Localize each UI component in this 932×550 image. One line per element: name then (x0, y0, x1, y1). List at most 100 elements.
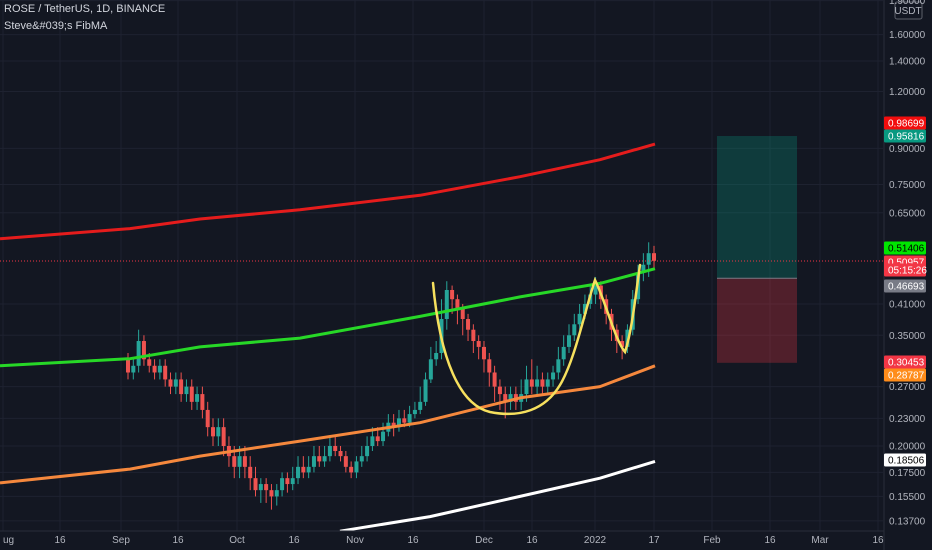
candle-body (343, 456, 348, 467)
upper-ma-tag (884, 116, 926, 130)
upper-ma-tag-text: 0.98699 (888, 119, 925, 130)
time-tick-label: 16 (54, 535, 66, 546)
candle-body (545, 379, 550, 387)
tp-tag (884, 129, 926, 143)
candle-body (173, 379, 178, 387)
currency-label: USDT (894, 6, 921, 17)
time-tick-label: Dec (475, 535, 493, 546)
time-tick-label: 16 (407, 535, 419, 546)
price-tick-label: 0.75000 (889, 180, 926, 191)
time-axis[interactable]: ug 16 Sep 16 Oct 16 Nov 16 Dec 16 2022 17 Feb 16 Mar 16 (0, 530, 884, 550)
price-tick-label: 0.20000 (889, 442, 926, 453)
time-tick-label: Mar (811, 535, 829, 546)
white-ma-tag-text: 0.18506 (888, 456, 925, 467)
time-tick-label: Nov (346, 535, 364, 546)
candle-body (497, 386, 502, 395)
candle-body (184, 386, 189, 395)
time-tick-label: Sep (112, 535, 130, 546)
orange-ma-line (0, 364, 656, 485)
long-position-tool[interactable] (717, 136, 797, 363)
candle-body (126, 359, 130, 373)
candle-body (450, 290, 455, 300)
white-ma-tag (884, 453, 926, 467)
time-tick-label: 16 (288, 535, 300, 546)
candle-body (471, 329, 476, 342)
candle-body (179, 379, 184, 395)
fib-ma-lines (0, 142, 656, 533)
price-tick-label: 1.40000 (889, 57, 926, 68)
entry-tag-text: 0.46693 (888, 282, 925, 293)
price-tick-label: 0.35000 (889, 331, 926, 342)
currency-badge[interactable] (894, 1, 923, 20)
cup-handle-curve[interactable] (431, 263, 642, 416)
candle-body (237, 456, 242, 467)
time-tick-label: 16 (764, 535, 776, 546)
sl-tag (884, 355, 926, 369)
time-axis-bg (0, 531, 884, 550)
candle-body (136, 341, 141, 366)
candle-body (620, 341, 625, 347)
candlestick-series (126, 242, 656, 510)
price-tick-label: 1.60000 (889, 30, 926, 41)
candle-body (396, 418, 401, 428)
candle-body (407, 414, 412, 423)
profit-zone[interactable] (717, 136, 797, 279)
candle-body (311, 456, 316, 467)
candle-body (365, 446, 370, 457)
candle-body (455, 299, 460, 309)
price-tick-label: 0.90000 (889, 144, 926, 155)
candle-body (285, 478, 290, 485)
time-tick-label: Feb (703, 535, 721, 546)
candle-body (460, 308, 465, 320)
candle-body (535, 379, 540, 387)
candle-body (423, 379, 428, 402)
candle-body (359, 456, 364, 462)
time-tick-label: 17 (648, 535, 660, 546)
candle-body (593, 285, 598, 295)
candle-body (322, 456, 327, 462)
green-ma-tag (884, 241, 926, 255)
candle-body (381, 431, 386, 442)
indicator-label[interactable]: Steve&#039;s FibMA (4, 20, 108, 32)
last-price-tag-text: 0.50957 (888, 258, 925, 269)
countdown-tag (884, 263, 926, 277)
candle-body (492, 372, 497, 387)
candle-body (481, 346, 486, 360)
price-tick-label: 0.13700 (889, 516, 926, 527)
time-tick-label: Oct (229, 535, 245, 546)
candle-body (370, 436, 375, 446)
candle-body (200, 394, 205, 410)
candle-body (131, 365, 136, 373)
candle-body (524, 379, 529, 395)
candle-body (503, 394, 508, 402)
candle-body (157, 365, 162, 373)
candle-body (572, 324, 577, 336)
candle-body (274, 490, 279, 497)
time-tick-label: ug (3, 535, 14, 546)
candle-body (301, 466, 306, 473)
orange-ma-tag-text: 0.28787 (888, 371, 925, 382)
price-tick-label: 0.15500 (889, 492, 926, 503)
time-tick-label: 16 (526, 535, 538, 546)
candle-body (269, 490, 274, 497)
price-tick-label: 0.17500 (889, 468, 926, 479)
candle-body (141, 341, 146, 360)
candle-body (280, 478, 285, 491)
candle-body (168, 379, 173, 387)
sl-tag-text: 0.30453 (888, 358, 925, 369)
candle-body (147, 359, 152, 366)
candle-body (242, 456, 247, 467)
candle-body (402, 418, 407, 423)
chart-grid (0, 0, 883, 531)
symbol-title[interactable]: ROSE / TetherUS, 1D, BINANCE (4, 3, 166, 15)
candle-body (561, 346, 566, 360)
tp-tag-text: 0.95816 (888, 132, 925, 143)
loss-zone[interactable] (717, 278, 797, 363)
candle-body (508, 394, 513, 402)
price-tick-label: 0.65000 (889, 208, 926, 219)
candle-body (317, 456, 322, 462)
cup-and-handle-drawing[interactable] (431, 263, 642, 416)
time-tick-label: 2022 (584, 535, 607, 546)
candle-body (306, 466, 311, 473)
